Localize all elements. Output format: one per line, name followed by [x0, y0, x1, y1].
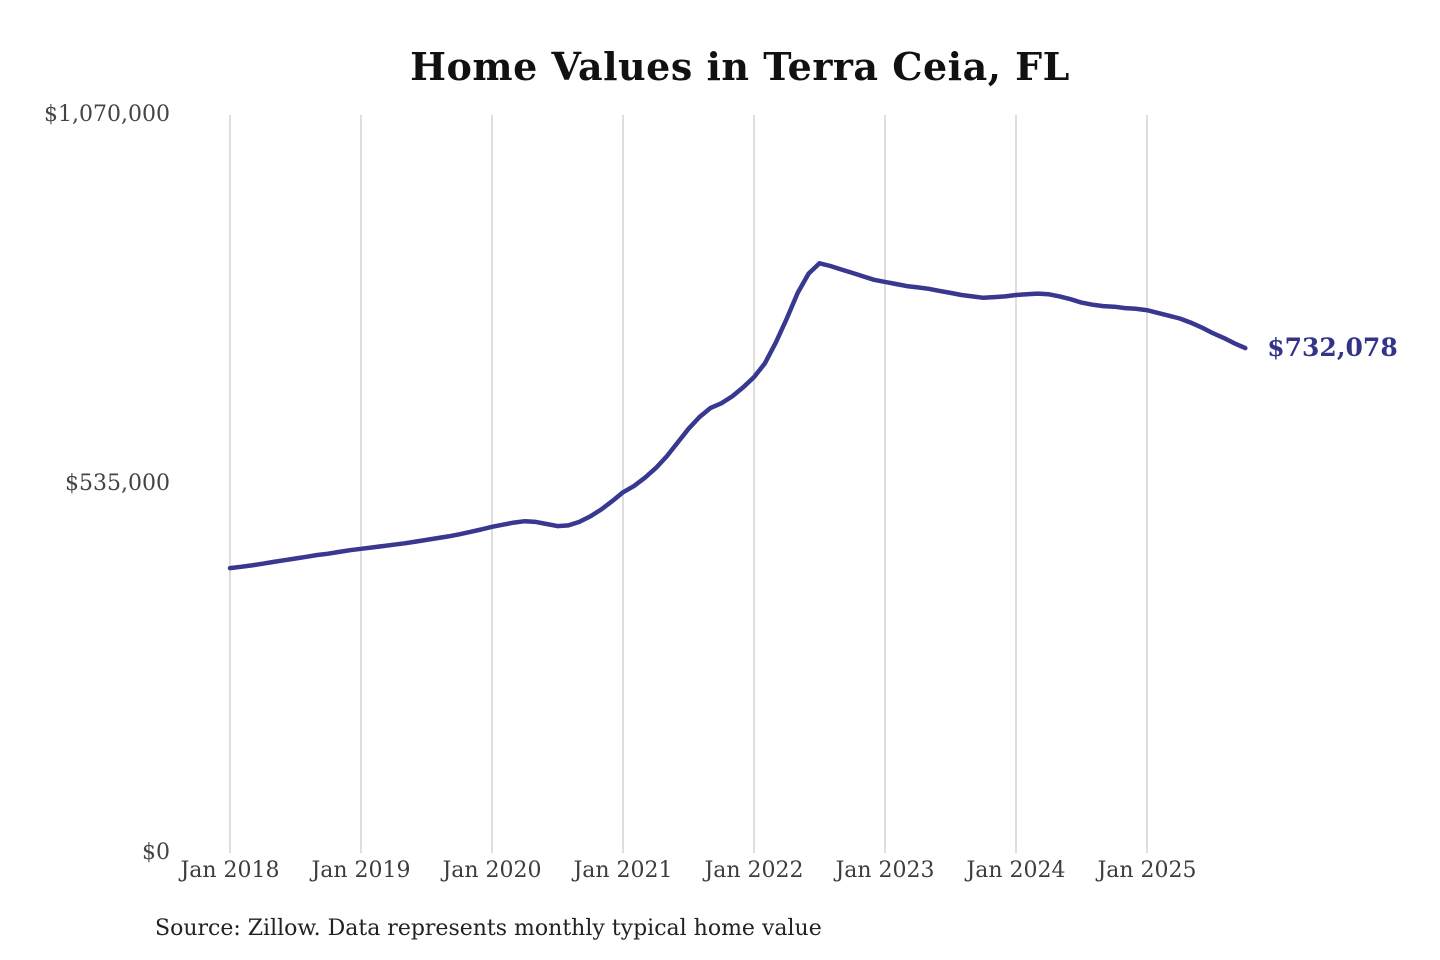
latest-value-label: $732,078 [1267, 333, 1398, 363]
x-axis-tick-label: Jan 2021 [573, 858, 673, 883]
x-axis-tick-label: Jan 2018 [180, 858, 280, 883]
source-note: Source: Zillow. Data represents monthly … [155, 916, 822, 941]
x-axis-tick-label: Jan 2025 [1097, 858, 1197, 883]
home-value-line [227, 261, 1248, 571]
x-axis-tick-label: Jan 2020 [442, 858, 542, 883]
x-axis-tick-label: Jan 2023 [835, 858, 935, 883]
x-axis-tick-label: Jan 2019 [311, 858, 411, 883]
x-axis-tick-label: Jan 2024 [966, 858, 1066, 883]
y-axis-tick-label: $1,070,000 [44, 102, 170, 127]
x-axis-tick-label: Jan 2022 [704, 858, 804, 883]
y-axis-tick-label: $0 [142, 840, 170, 865]
y-axis-tick-label: $535,000 [65, 471, 170, 496]
chart-title: Home Values in Terra Ceia, FL [410, 44, 1070, 89]
